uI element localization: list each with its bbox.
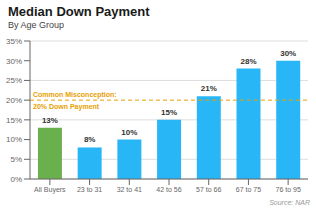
- svg-text:21%: 21%: [201, 84, 217, 93]
- svg-text:32 to 41: 32 to 41: [117, 186, 142, 193]
- html-text:By Age Group: By Age Group: [8, 20, 64, 30]
- svg-text:10%: 10%: [121, 128, 137, 137]
- svg-text:All Buyers: All Buyers: [34, 186, 66, 194]
- svg-text:30%: 30%: [8, 57, 22, 66]
- svg-text:20%: 20%: [8, 96, 22, 105]
- svg-text:8%: 8%: [84, 135, 96, 144]
- svg-text:23 to 31: 23 to 31: [77, 186, 102, 193]
- html-text:Source: NAR: Source: NAR: [269, 199, 310, 206]
- svg-text:15%: 15%: [8, 116, 22, 125]
- svg-text:0%: 0%: [10, 175, 22, 184]
- html-text:Median Down Payment: Median Down Payment: [8, 4, 150, 19]
- svg-text:25%: 25%: [8, 76, 22, 85]
- svg-text:42 to 56: 42 to 56: [156, 186, 181, 193]
- svg-text:20% Down Payment: 20% Down Payment: [33, 103, 100, 111]
- svg-text:35%: 35%: [8, 37, 22, 46]
- svg-text:57 to 66: 57 to 66: [196, 186, 221, 193]
- svg-text:13%: 13%: [42, 116, 58, 125]
- svg-text:76 to 95: 76 to 95: [275, 186, 300, 193]
- svg-text:67 to 75: 67 to 75: [236, 186, 261, 193]
- svg-text:Common Misconception:: Common Misconception:: [33, 91, 117, 99]
- svg-text:28%: 28%: [241, 57, 257, 66]
- svg-text:15%: 15%: [161, 108, 177, 117]
- svg-text:10%: 10%: [8, 135, 22, 144]
- svg-text:30%: 30%: [280, 49, 296, 58]
- svg-text:5%: 5%: [10, 155, 22, 164]
